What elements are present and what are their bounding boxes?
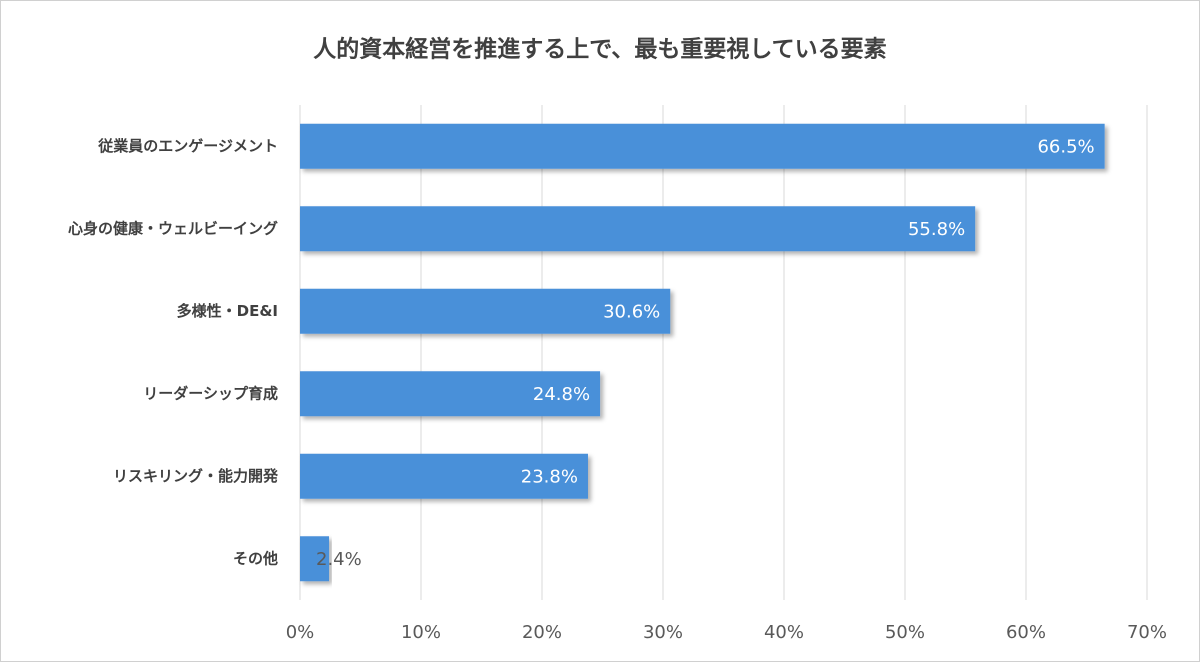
x-tick-label: 20% <box>522 622 562 643</box>
data-label: 66.5% <box>1037 136 1094 157</box>
y-tick-label: 心身の健康・ウェルビーイング <box>68 219 278 237</box>
bar <box>300 536 330 582</box>
bar <box>300 371 601 417</box>
y-tick-label: 多様性・DE&I <box>177 302 278 320</box>
bar <box>300 453 588 499</box>
chart-title: 人的資本経営を推進する上で、最も重要視している要素 <box>313 36 886 63</box>
grid <box>299 105 1148 600</box>
x-tick-label: 60% <box>1006 622 1046 643</box>
x-tick-label: 50% <box>885 622 925 643</box>
data-label: 2.4% <box>316 549 362 570</box>
data-label: 55.8% <box>908 219 965 240</box>
y-tick-label: その他 <box>233 549 278 567</box>
data-label: 30.6% <box>603 301 660 322</box>
bar <box>300 123 1105 169</box>
y-tick-label: リーダーシップ育成 <box>143 384 278 402</box>
data-label: 24.8% <box>533 384 590 405</box>
x-tick-label: 10% <box>401 622 441 643</box>
bar <box>300 206 976 252</box>
x-tick-label: 0% <box>286 622 315 643</box>
bar <box>300 288 671 334</box>
plot <box>300 123 1105 582</box>
y-tick-label: リスキリング・能力開発 <box>113 467 279 485</box>
y-tick-label: 従業員のエンゲージメント <box>97 137 278 155</box>
x-tick-label: 70% <box>1127 622 1167 643</box>
x-tick-label: 40% <box>764 622 804 643</box>
data-label: 23.8% <box>521 466 578 487</box>
x-tick-label: 30% <box>643 622 683 643</box>
